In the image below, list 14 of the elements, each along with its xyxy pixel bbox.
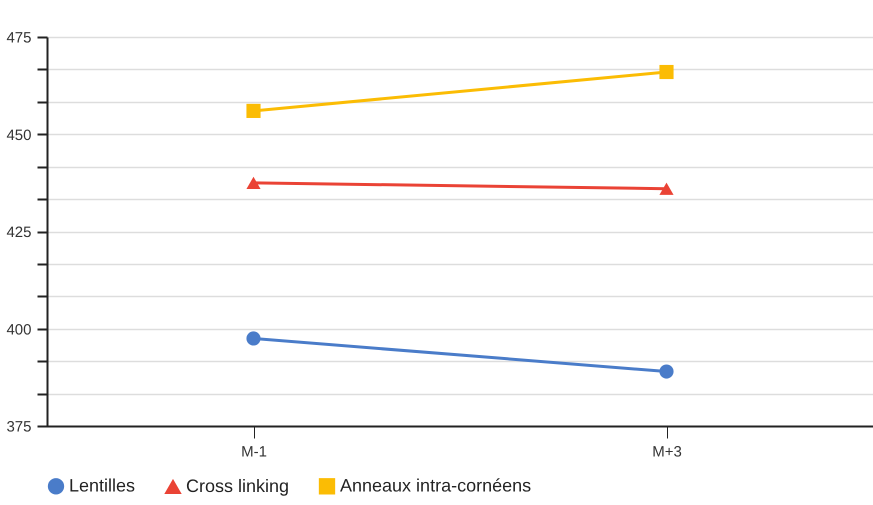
y-tick-label: 475 <box>6 30 32 46</box>
point <box>659 364 674 379</box>
legend-label: Cross linking <box>186 476 290 496</box>
point <box>246 104 261 118</box>
y-tick-label: 450 <box>6 126 32 144</box>
y-tick-label: 425 <box>6 224 32 241</box>
legend-label: Lentilles <box>69 475 136 496</box>
point <box>659 64 674 80</box>
y-tick-label: 375 <box>6 418 32 436</box>
point <box>246 331 261 346</box>
x-tick-label: M+3 <box>652 444 682 460</box>
y-tick-label: 400 <box>6 321 32 338</box>
legend-label: Anneaux intra-cornéens <box>340 475 532 496</box>
x-tick-label: M-1 <box>241 444 267 460</box>
